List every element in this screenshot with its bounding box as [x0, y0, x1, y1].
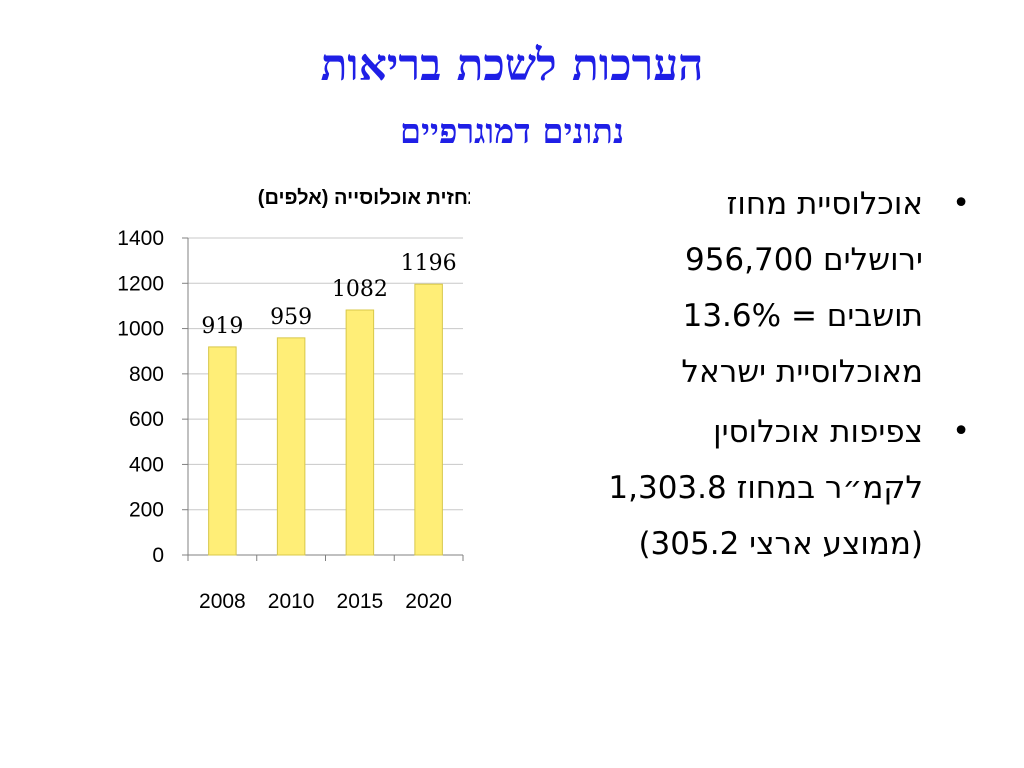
y-tick-label: 800 [129, 363, 164, 386]
bullet-line: מאוכלוסיית ישראל [681, 354, 923, 390]
bullet-line: תושבים = 13.6% [682, 298, 923, 334]
bar-2008 [208, 346, 237, 556]
bullet-dot-icon: • [952, 414, 970, 449]
population-bar-chart: תחזית אוכלוסייה (אלפים) 0 200 400 600 800 100… [117, 187, 470, 613]
x-tick-label-2010: 2010 [268, 590, 315, 613]
bullet-line: ירושלים 956,700 [684, 242, 923, 278]
bullet-line: אוכלוסיית מחוז [726, 186, 923, 222]
data-label-2020: 1196 [401, 251, 457, 276]
bar-2015 [345, 309, 375, 556]
bullet-line: צפיפות אוכלוסין [713, 414, 923, 450]
x-tick-label-2015: 2015 [337, 590, 384, 613]
x-tick-label-2020: 2020 [405, 590, 452, 613]
bullet-item-population: • אוכלוסיית מחוז ירושלים 956,700 תושבים … [548, 176, 978, 400]
y-tick-label: 1000 [117, 318, 164, 341]
bullet-line: (ממוצע ארצי 305.2) [638, 526, 923, 562]
bar-2010 [276, 337, 306, 556]
y-tick-label: 200 [129, 499, 164, 522]
chart-data-labels: 919 959 1082 1196 [201, 251, 456, 339]
data-label-2010: 959 [270, 305, 312, 330]
bullet-line: לקמ״ר במחוז 1,303.8 [608, 470, 923, 506]
bar-2020 [414, 283, 443, 556]
chart-bars [208, 283, 443, 556]
x-tick-label-2008: 2008 [199, 590, 246, 613]
slide-subtitle: נתונים דמוגרפיים [399, 112, 625, 152]
chart-axes: 0 200 400 600 800 1000 1200 1400 2008 2010 2015 202… [117, 227, 464, 613]
bullet-dot-icon: • [952, 186, 970, 221]
y-tick-label: 1400 [117, 227, 164, 250]
bullet-list: • אוכלוסיית מחוז ירושלים 956,700 תושבים … [548, 176, 978, 576]
y-tick-label: 1200 [117, 272, 164, 295]
data-label-2008: 919 [201, 314, 243, 339]
slide-title: הערכות לשכת בריאות [320, 40, 704, 91]
chart-title: תחזית אוכלוסייה (אלפים) [258, 187, 470, 209]
data-label-2015: 1082 [332, 277, 388, 302]
y-tick-label: 0 [152, 544, 164, 567]
bullet-item-density: • צפיפות אוכלוסין לקמ״ר במחוז 1,303.8 (מ… [548, 404, 978, 572]
y-tick-label: 600 [129, 408, 164, 431]
y-tick-label: 400 [129, 453, 164, 476]
